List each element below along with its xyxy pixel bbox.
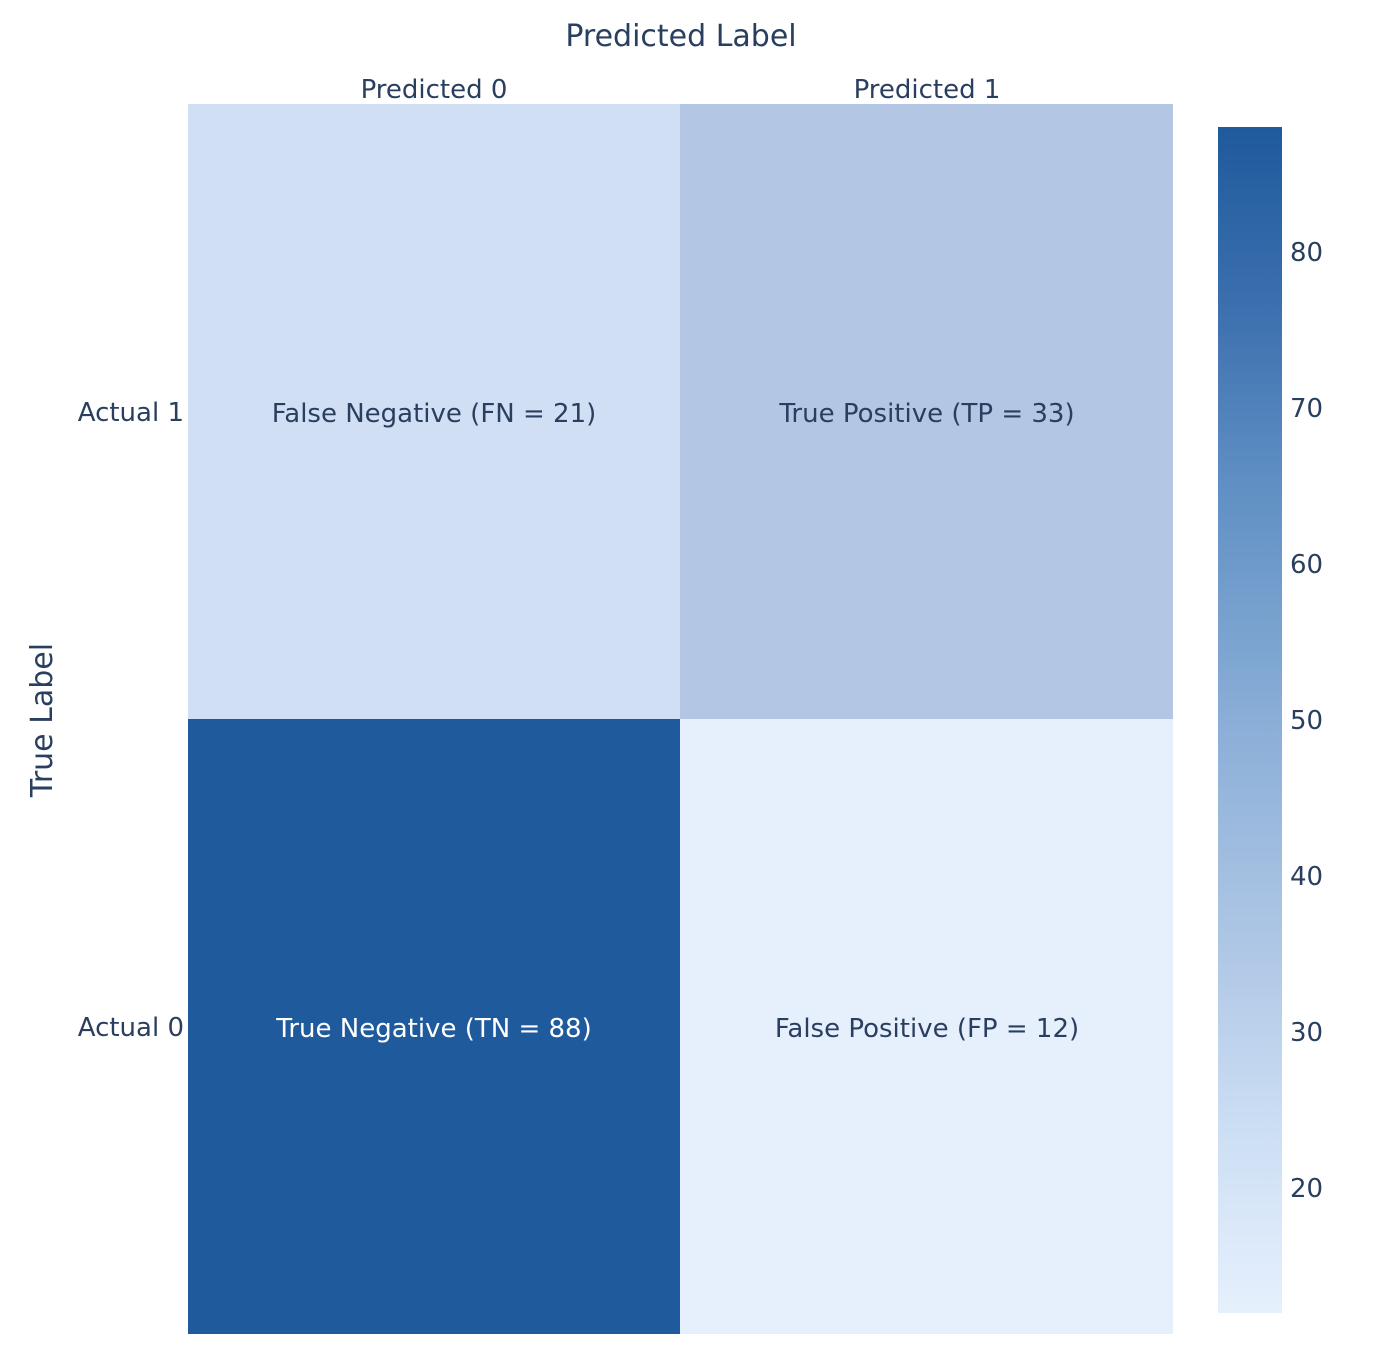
colorbar-tick-label: 50 (1290, 706, 1323, 736)
cell-label-tp: True Positive (TP = 33) (778, 399, 1074, 429)
y-axis-title: True Label (25, 643, 60, 798)
y-tick-label-actual-0: Actual 0 (78, 1013, 184, 1043)
y-tick-label-actual-1: Actual 1 (78, 398, 184, 428)
colorbar-tick-label: 20 (1290, 1174, 1323, 1204)
colorbar (1218, 127, 1282, 1313)
colorbar-tick-label: 60 (1290, 550, 1323, 580)
cell-label-tn: True Negative (TN = 88) (275, 1014, 591, 1044)
colorbar-tick-label: 70 (1290, 394, 1323, 424)
heatmap-cell-fn (188, 104, 680, 719)
heatmap-cell-fp (680, 719, 1173, 1334)
x-tick-label-predicted-1: Predicted 1 (854, 75, 1001, 105)
colorbar-ticks: 20 30 40 50 60 70 80 (1290, 238, 1323, 1204)
x-axis-title: Predicted Label (565, 19, 796, 54)
heatmap-cell-tp (680, 104, 1173, 719)
heatmap-cell-tn (188, 719, 680, 1334)
cell-label-fp: False Positive (FP = 12) (775, 1014, 1079, 1044)
colorbar-tick-label: 80 (1290, 238, 1323, 268)
cell-label-fn: False Negative (FN = 21) (272, 399, 597, 429)
colorbar-tick-label: 30 (1290, 1018, 1323, 1048)
colorbar-tick-label: 40 (1290, 862, 1323, 892)
x-tick-label-predicted-0: Predicted 0 (361, 75, 508, 105)
